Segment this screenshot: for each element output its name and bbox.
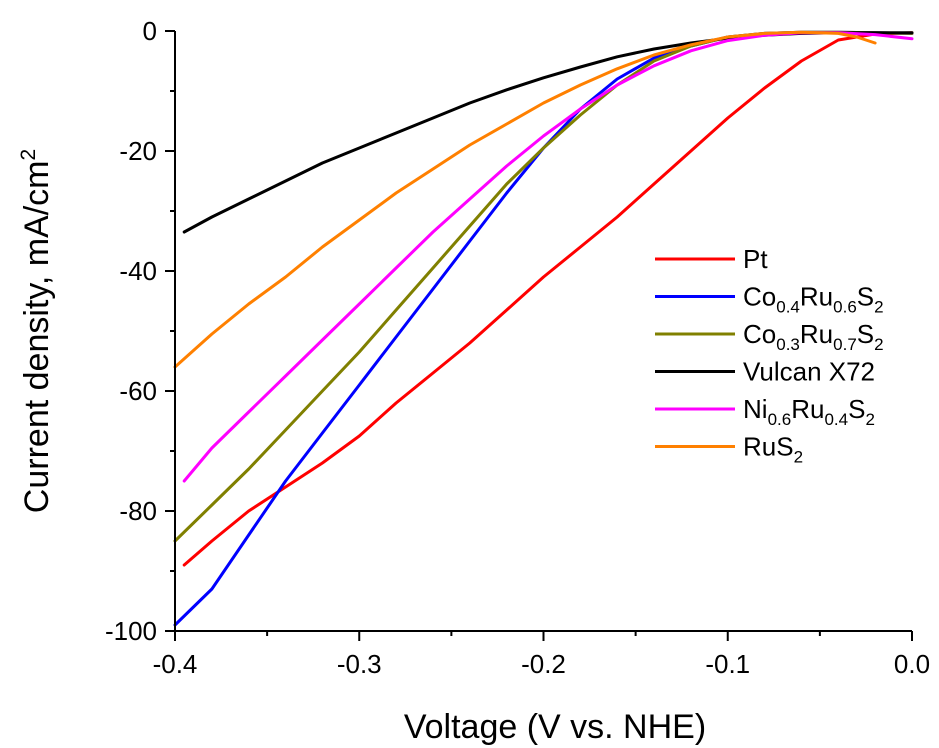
legend-label: Vulcan X72 — [743, 357, 875, 387]
x-tick-label: 0.0 — [894, 649, 930, 679]
legend-label: Co0.3Ru0.7S2 — [743, 319, 884, 354]
y-axis-title-sup: 2 — [17, 149, 40, 161]
legend-label: RuS2 — [743, 432, 803, 467]
x-tick-label: -0.1 — [705, 649, 750, 679]
series-line-5 — [173, 30, 877, 369]
y-tick-label: -40 — [119, 256, 157, 286]
legend-item: Vulcan X72 — [655, 357, 875, 387]
legend-item: RuS2 — [655, 432, 803, 467]
legend-item: Co0.4Ru0.6S2 — [655, 282, 884, 317]
x-axis-title: Voltage (V vs. NHE) — [404, 708, 706, 746]
x-ticks: -0.4 -0.3 -0.2 -0.1 0.0 — [153, 631, 930, 679]
plot-lines — [173, 30, 914, 627]
legend-item: Co0.3Ru0.7S2 — [655, 319, 884, 354]
y-tick-label: 0 — [143, 16, 157, 46]
y-tick-label: -60 — [119, 376, 157, 406]
y-axis-title: Current density, mA/cm2 — [17, 149, 56, 513]
legend-item: Pt — [655, 244, 768, 274]
legend-label: Pt — [743, 244, 768, 274]
y-ticks: 0 -20 -40 -60 -80 -100 — [105, 16, 175, 646]
y-axis-title-base: Current density, mA/cm — [18, 161, 56, 514]
y-tick-label: -20 — [119, 136, 157, 166]
legend-label: Co0.4Ru0.6S2 — [743, 282, 884, 317]
x-tick-label: -0.4 — [153, 649, 198, 679]
x-tick-label: -0.3 — [337, 649, 382, 679]
y-tick-label: -80 — [119, 496, 157, 526]
x-tick-label: -0.2 — [521, 649, 566, 679]
legend-item: Ni0.6Ru0.4S2 — [655, 394, 875, 429]
y-tick-label: -100 — [105, 616, 157, 646]
legend-label: Ni0.6Ru0.4S2 — [743, 394, 875, 429]
series-line-0 — [182, 31, 914, 567]
